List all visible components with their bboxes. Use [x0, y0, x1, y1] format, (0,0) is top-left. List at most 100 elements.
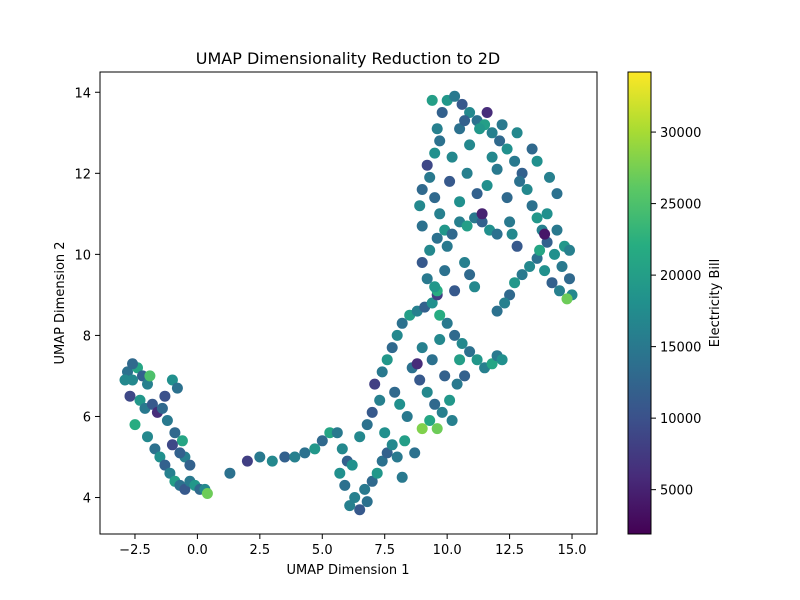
scatter-point: [496, 354, 508, 366]
scatter-point: [476, 216, 488, 228]
scatter-point: [534, 244, 546, 256]
scatter-point: [491, 228, 503, 240]
scatter-point: [309, 443, 321, 455]
scatter-point: [431, 123, 443, 135]
x-tick-label: 15.0: [558, 543, 587, 558]
colorbar: 5000 10000 15000 20000 25000 30000 Electricit…: [627, 71, 723, 535]
scatter-point: [416, 342, 428, 354]
scatter-point: [386, 439, 398, 451]
scatter-point: [316, 435, 328, 447]
scatter-point: [531, 155, 543, 167]
scatter-point: [424, 415, 436, 426]
scatter-point: [434, 334, 446, 345]
scatter-point: [424, 171, 436, 183]
colorbar-ticks: 5000 10000 15000 20000 25000 30000: [651, 126, 701, 499]
y-tick-label: 8: [83, 329, 91, 344]
scatter-point: [436, 107, 448, 118]
scatter-point: [551, 188, 563, 200]
scatter-point: [516, 269, 528, 281]
scatter-point: [434, 135, 446, 147]
scatter-point: [451, 378, 463, 390]
scatter-point: [171, 382, 183, 394]
x-tick-label: 2.5: [249, 543, 270, 558]
scatter-point: [514, 175, 526, 187]
y-tick-label: 14: [74, 86, 91, 101]
scatter-point: [454, 196, 466, 208]
scatter-point: [476, 208, 488, 220]
colorbar-tick-label: 5000: [660, 484, 693, 499]
scatter-point: [511, 127, 523, 139]
scatter-point: [129, 419, 141, 431]
scatter-point: [561, 293, 573, 305]
scatter-point: [144, 370, 156, 382]
scatter-point: [389, 386, 401, 398]
scatter-point: [546, 277, 558, 289]
scatter-point: [554, 285, 565, 297]
scatter-point: [509, 155, 521, 167]
scatter-point: [469, 281, 481, 293]
x-tick-label: −2.5: [119, 543, 151, 558]
scatter-point: [119, 374, 131, 386]
scatter-point: [142, 431, 153, 443]
scatter-point: [421, 386, 433, 398]
scatter-point: [541, 208, 553, 220]
scatter-point: [526, 143, 538, 155]
x-axis-label: UMAP Dimension 1: [286, 563, 409, 578]
scatter-point: [376, 455, 388, 467]
scatter-point: [464, 269, 476, 281]
scatter-point: [426, 297, 438, 309]
colorbar-tick-label: 15000: [660, 341, 701, 356]
scatter-point: [369, 378, 381, 390]
scatter-point: [564, 273, 575, 285]
colorbar-tick-label: 30000: [660, 126, 701, 141]
scatter-point: [124, 390, 136, 402]
scatter-point: [564, 244, 575, 256]
scatter-point: [279, 451, 291, 463]
scatter-point: [456, 338, 468, 349]
scatter-point: [454, 123, 466, 135]
scatter-point: [461, 220, 473, 232]
scatter-point: [161, 415, 173, 426]
scatter-point: [524, 261, 536, 272]
scatter-point: [471, 188, 483, 200]
scatter-point: [416, 184, 428, 195]
scatter-point: [381, 447, 393, 459]
scatter-point: [134, 394, 146, 406]
x-tick-label: 12.5: [495, 543, 524, 558]
scatter-point: [434, 208, 446, 220]
scatter-point: [429, 192, 441, 204]
scatter-point: [481, 180, 493, 191]
scatter-point: [414, 374, 426, 386]
scatter-point: [391, 329, 403, 341]
y-tick-label: 6: [83, 410, 91, 425]
scatter-point: [159, 459, 171, 471]
scatter-point: [459, 115, 471, 127]
scatter-point: [154, 451, 166, 463]
scatter-point: [166, 374, 178, 386]
scatter-point: [456, 98, 468, 110]
scatter-point: [254, 451, 266, 463]
scatter-point: [127, 358, 138, 370]
scatter-point: [459, 370, 471, 382]
scatter-point: [504, 216, 516, 228]
scatter-point: [509, 277, 521, 289]
scatter-point: [444, 175, 456, 187]
plot-area-frame: [99, 71, 598, 535]
scatter-points: [119, 90, 578, 516]
scatter-point: [339, 479, 351, 491]
scatter-point: [539, 228, 551, 240]
scatter-point: [416, 423, 428, 435]
scatter-point: [179, 483, 191, 495]
scatter-point: [391, 451, 403, 463]
scatter-point: [486, 358, 498, 370]
scatter-point: [426, 354, 438, 366]
scatter-point: [411, 358, 423, 370]
x-axis: −2.5 0.0 2.5 5.0 7.5 10.0 12.5 15.0: [119, 534, 587, 558]
scatter-point: [366, 475, 378, 487]
scatter-point: [429, 281, 441, 293]
scatter-point: [449, 285, 461, 297]
colorbar-gradient: [627, 71, 652, 535]
scatter-point: [366, 406, 378, 418]
scatter-point: [511, 240, 523, 252]
